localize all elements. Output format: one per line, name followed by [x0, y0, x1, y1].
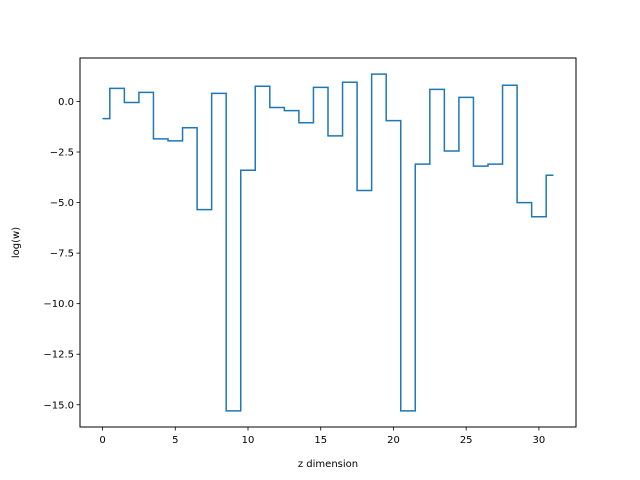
x-tick-label: 25: [460, 435, 473, 446]
x-tick-label: 5: [172, 435, 178, 446]
y-tick-label: −12.5: [43, 350, 74, 361]
x-tick-label: 30: [533, 435, 546, 446]
x-tick-label: 10: [242, 435, 255, 446]
plot-marks: [102, 73, 554, 412]
y-axis-label: log(w): [11, 227, 22, 258]
x-tick-label: 15: [314, 435, 327, 446]
x-axis-ticks: 0 5 10 15 20 25 30: [99, 427, 545, 446]
y-tick-label: 0.0: [58, 97, 74, 108]
x-tick-label: 0: [99, 435, 105, 446]
plot-frame: [79, 57, 577, 428]
y-tick-label: −15.0: [43, 400, 74, 411]
y-tick-label: −2.5: [50, 148, 74, 159]
y-tick-label: −10.0: [43, 299, 74, 310]
y-tick-label: −5.0: [50, 198, 74, 209]
y-tick-label: −7.5: [50, 249, 74, 260]
y-axis-ticks: 0.0 −2.5 −5.0 −7.5 −10.0 −12.5 −15.0: [43, 97, 80, 411]
x-axis-label: z dimension: [298, 459, 358, 470]
x-tick-label: 20: [387, 435, 400, 446]
series-line-0: [102, 73, 554, 412]
